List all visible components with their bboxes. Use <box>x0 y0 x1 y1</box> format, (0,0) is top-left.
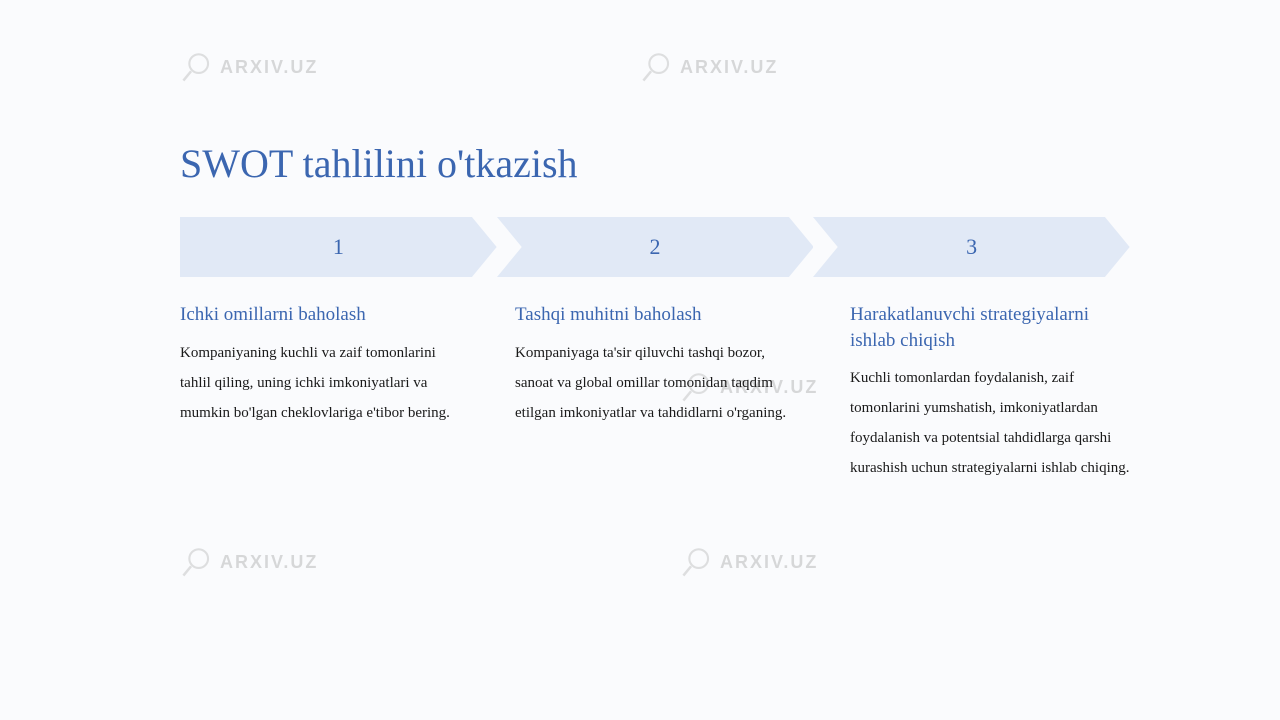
chevron-number: 2 <box>650 234 661 260</box>
watermark-text: ARXIV.UZ <box>720 552 818 573</box>
column-heading: Ichki omillarni baholash <box>180 302 460 328</box>
watermark: ARXIV.UZ <box>180 545 318 579</box>
chevron-step-2: 2 <box>497 217 814 277</box>
column-1: Ichki omillarni baholash Kompaniyaning k… <box>180 302 460 483</box>
watermark-text: ARXIV.UZ <box>220 57 318 78</box>
chevron-step-1: 1 <box>180 217 497 277</box>
column-body: Kompaniyaga ta'sir qiluvchi tashqi bozor… <box>515 338 795 428</box>
watermark: ARXIV.UZ <box>640 50 778 84</box>
chevron-number: 3 <box>966 234 977 260</box>
column-heading: Harakatlanuvchi strategiyalarni ishlab c… <box>850 302 1130 353</box>
chevron-row: 1 2 3 <box>180 217 1130 277</box>
page-title: SWOT tahlilini o'tkazish <box>180 140 1130 187</box>
watermark-text: ARXIV.UZ <box>680 57 778 78</box>
watermark: ARXIV.UZ <box>680 545 818 579</box>
column-2: Tashqi muhitni baholash Kompaniyaga ta's… <box>515 302 795 483</box>
chevron-number: 1 <box>333 234 344 260</box>
watermark: ARXIV.UZ <box>180 50 318 84</box>
columns: Ichki omillarni baholash Kompaniyaning k… <box>180 302 1130 483</box>
column-3: Harakatlanuvchi strategiyalarni ishlab c… <box>850 302 1130 483</box>
watermark-text: ARXIV.UZ <box>220 552 318 573</box>
column-body: Kompaniyaning kuchli va zaif tomonlarini… <box>180 338 460 428</box>
chevron-step-3: 3 <box>813 217 1130 277</box>
column-body: Kuchli tomonlardan foydalanish, zaif tom… <box>850 363 1130 483</box>
column-heading: Tashqi muhitni baholash <box>515 302 795 328</box>
